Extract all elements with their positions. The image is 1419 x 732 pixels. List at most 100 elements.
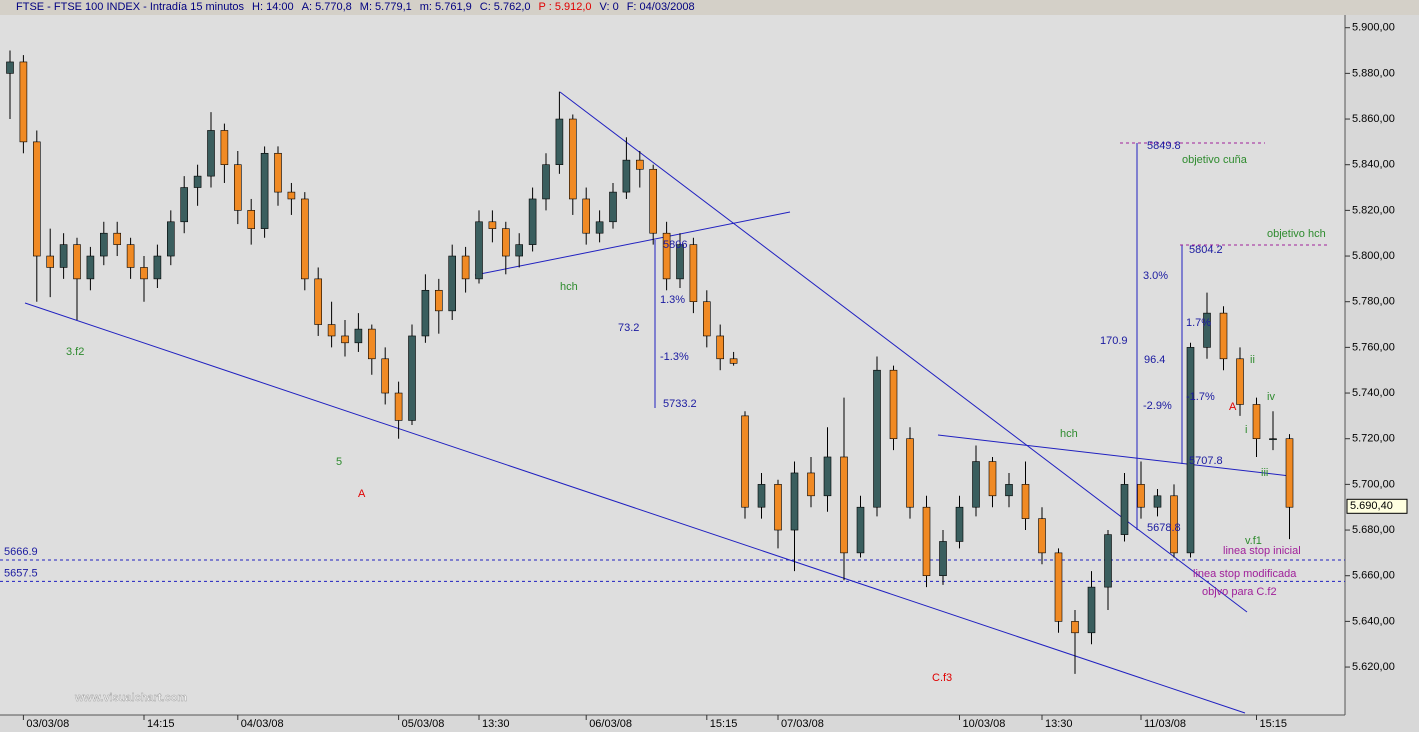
header-field: P : 5.912,0 bbox=[539, 1, 592, 13]
candle-body bbox=[314, 278, 323, 325]
header-field: FTSE - FTSE 100 INDEX - Intradía 15 minu… bbox=[16, 1, 245, 13]
level-label: 5657.5 bbox=[4, 567, 38, 579]
annotation: hch bbox=[560, 281, 578, 293]
candle-body bbox=[515, 244, 524, 257]
candle-body bbox=[729, 358, 738, 364]
candle-body bbox=[126, 244, 135, 268]
x-tick-label: 15:15 bbox=[1260, 718, 1288, 730]
candle-body bbox=[807, 472, 815, 497]
annotation: 1.3% bbox=[660, 294, 685, 306]
annotation: 5733.2 bbox=[663, 398, 697, 410]
candle-body bbox=[300, 198, 309, 280]
candle-body bbox=[528, 198, 537, 245]
candle-body bbox=[555, 118, 564, 166]
candle-body bbox=[1285, 438, 1294, 508]
annotation: hch bbox=[1060, 428, 1078, 440]
candle-body bbox=[46, 255, 55, 268]
annotation: 3.0% bbox=[1143, 270, 1168, 282]
y-tick-label: 5.800,00 bbox=[1352, 250, 1395, 262]
candle-body bbox=[260, 152, 269, 229]
candle-body bbox=[354, 328, 363, 344]
candle-body bbox=[689, 244, 698, 303]
annotation: objvo para C.f2 bbox=[1202, 586, 1277, 598]
annotation: C.f3 bbox=[932, 672, 952, 684]
header-field: m: 5.761,9 bbox=[420, 1, 472, 13]
header-bar bbox=[0, 0, 1419, 15]
y-tick-label: 5.700,00 bbox=[1352, 478, 1395, 490]
candle-body bbox=[6, 61, 14, 74]
candle-body bbox=[247, 210, 255, 229]
candle-body bbox=[622, 159, 631, 193]
candle-body bbox=[394, 392, 403, 421]
annotation: 96.4 bbox=[1144, 354, 1165, 366]
candle-body bbox=[662, 232, 671, 280]
candle-body bbox=[1219, 312, 1228, 360]
candle-body bbox=[501, 228, 510, 257]
candle-body bbox=[86, 255, 95, 280]
candle-body bbox=[1236, 358, 1244, 405]
annotation: 3.f2 bbox=[66, 346, 84, 358]
x-tick-label: 05/03/08 bbox=[402, 718, 445, 730]
header-field: A: 5.770,8 bbox=[302, 1, 352, 13]
price-axis-panel bbox=[1345, 15, 1419, 715]
candle-body bbox=[461, 255, 470, 280]
annotation: 5678.8 bbox=[1147, 522, 1181, 534]
annotation: linea stop inicial bbox=[1223, 545, 1301, 557]
candle-body bbox=[702, 301, 711, 337]
candle-body bbox=[1203, 312, 1211, 348]
x-tick-label: 06/03/08 bbox=[589, 718, 632, 730]
candle-body bbox=[840, 456, 848, 554]
candle-body bbox=[421, 289, 430, 337]
candle-body bbox=[649, 168, 658, 234]
x-tick-label: 14:15 bbox=[147, 718, 175, 730]
candle-body bbox=[167, 221, 175, 257]
candle-body bbox=[1021, 484, 1030, 519]
annotation: i bbox=[1245, 424, 1247, 436]
y-tick-label: 5.900,00 bbox=[1352, 22, 1395, 34]
annotation: 170.9 bbox=[1100, 335, 1128, 347]
candle-body bbox=[1054, 552, 1063, 622]
time-axis-panel bbox=[0, 715, 1419, 732]
candle-body bbox=[207, 130, 215, 177]
candle-body bbox=[73, 244, 81, 280]
annotation: -2.9% bbox=[1143, 400, 1172, 412]
annotation: linea stop modificada bbox=[1193, 568, 1297, 580]
last-price-label: 5.690,40 bbox=[1350, 500, 1393, 512]
header-field: C: 5.762,0 bbox=[480, 1, 531, 13]
x-tick-label: 03/03/08 bbox=[26, 718, 69, 730]
header-field: H: 14:00 bbox=[252, 1, 294, 13]
annotation: -1.7% bbox=[1186, 391, 1215, 403]
y-tick-label: 5.720,00 bbox=[1352, 433, 1395, 445]
annotation: v.f1 bbox=[1245, 535, 1262, 547]
annotation: 5 bbox=[336, 456, 342, 468]
y-tick-label: 5.680,00 bbox=[1352, 524, 1395, 536]
candle-body bbox=[1137, 484, 1145, 508]
candle-body bbox=[823, 456, 832, 497]
candle-body bbox=[922, 506, 931, 577]
y-tick-label: 5.740,00 bbox=[1352, 387, 1395, 399]
x-tick-label: 13:30 bbox=[482, 718, 510, 730]
candle-body bbox=[939, 541, 947, 577]
candle-body bbox=[100, 232, 108, 257]
y-tick-label: 5.760,00 bbox=[1352, 341, 1395, 353]
x-tick-label: 07/03/08 bbox=[781, 718, 824, 730]
last-price-box bbox=[1346, 498, 1408, 514]
trend-line bbox=[559, 91, 1248, 613]
y-tick-label: 5.860,00 bbox=[1352, 113, 1395, 125]
candle-body bbox=[906, 438, 914, 508]
y-tick-label: 5.820,00 bbox=[1352, 204, 1395, 216]
y-tick-label: 5.880,00 bbox=[1352, 67, 1395, 79]
annotation: 1.7% bbox=[1186, 317, 1211, 329]
candle-body bbox=[381, 358, 390, 394]
annotation: 5707.8 bbox=[1189, 455, 1223, 467]
candle-body bbox=[856, 506, 865, 554]
candle-body bbox=[448, 255, 457, 312]
candle-body bbox=[1087, 586, 1096, 634]
candle-body bbox=[1038, 518, 1046, 554]
candle-body bbox=[287, 191, 296, 200]
annotation: A bbox=[1229, 401, 1237, 413]
candle-body bbox=[1186, 347, 1195, 554]
candle-body bbox=[234, 164, 242, 211]
candle-body bbox=[32, 141, 41, 257]
annotation: 5849.8 bbox=[1147, 140, 1181, 152]
